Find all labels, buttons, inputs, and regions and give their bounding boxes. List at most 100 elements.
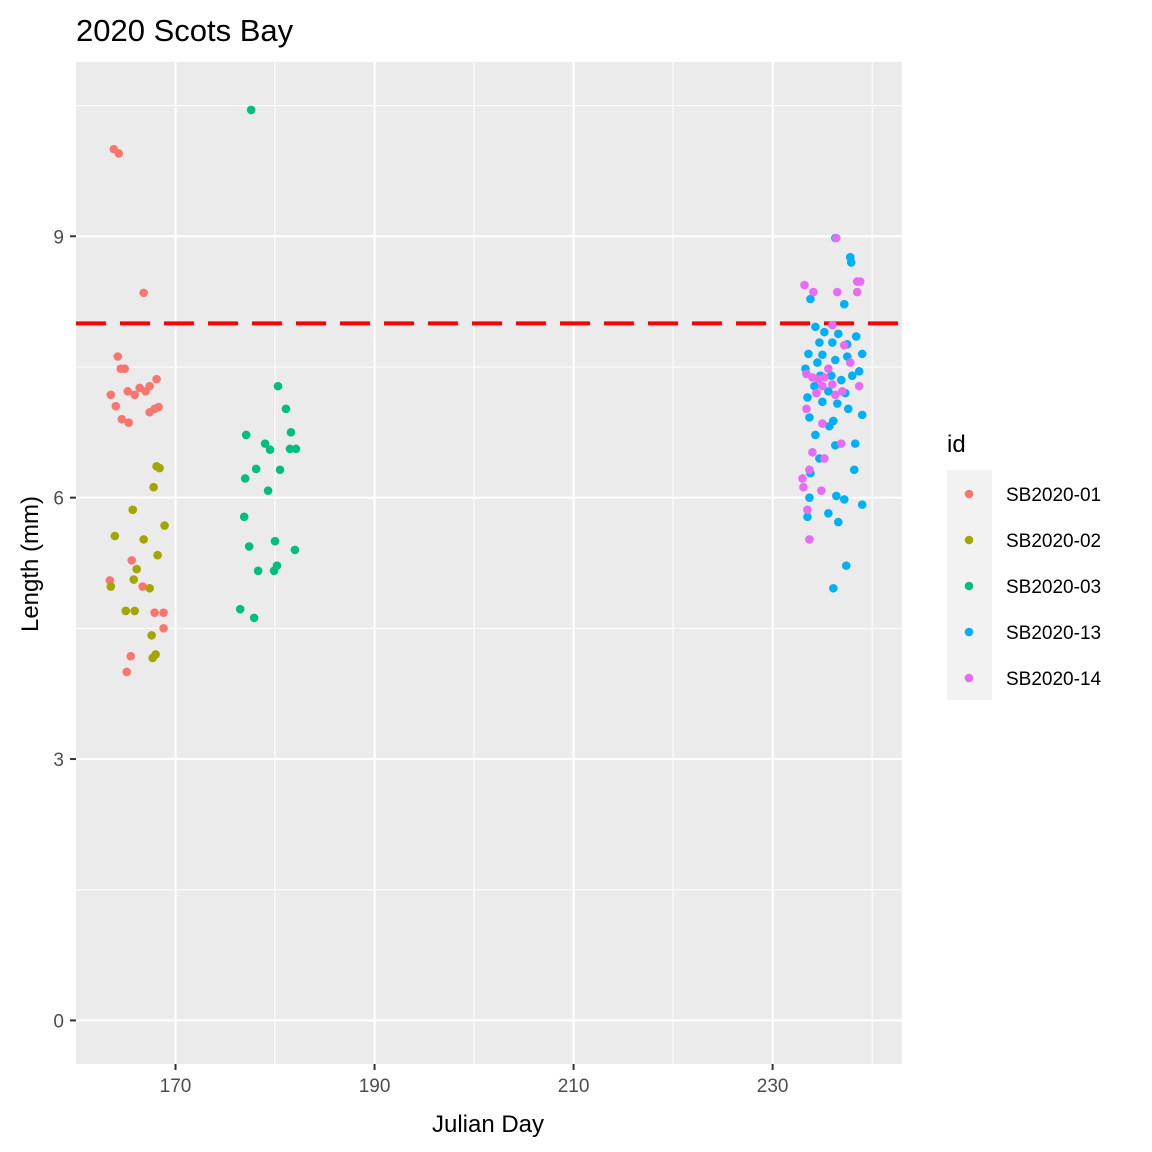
data-point <box>805 535 814 544</box>
data-point <box>813 358 822 367</box>
legend-key <box>964 489 974 499</box>
data-point <box>285 444 295 454</box>
data-point <box>804 349 813 359</box>
data-point <box>275 465 285 475</box>
data-point <box>820 373 829 382</box>
data-point <box>154 402 163 412</box>
data-point <box>145 381 154 391</box>
x-tick-label: 230 <box>757 1076 789 1097</box>
data-point <box>147 631 156 640</box>
legend-label: SB2020-13 <box>1006 623 1101 644</box>
data-point <box>153 550 162 560</box>
data-point <box>817 486 826 495</box>
data-point <box>239 512 249 522</box>
data-point <box>857 500 867 509</box>
data-point <box>129 575 139 584</box>
data-point <box>831 390 840 400</box>
data-point <box>138 582 147 591</box>
data-point <box>854 367 864 376</box>
legend-key <box>964 673 974 683</box>
data-point <box>110 531 120 541</box>
data-point <box>837 387 847 396</box>
data-point <box>836 439 846 448</box>
data-point <box>818 381 827 391</box>
legend-label: SB2020-01 <box>1006 485 1101 506</box>
data-point <box>828 338 837 347</box>
major-gridlines <box>76 62 902 1064</box>
data-point <box>124 418 134 428</box>
data-point <box>828 380 837 389</box>
data-point <box>843 404 853 414</box>
data-point <box>808 448 817 457</box>
data-point <box>841 561 851 570</box>
data-point <box>834 517 843 527</box>
data-point <box>857 349 867 359</box>
data-point <box>803 512 812 522</box>
data-point <box>246 105 256 115</box>
data-point <box>149 482 158 492</box>
data-point <box>130 606 140 616</box>
data-point <box>114 149 124 158</box>
data-point <box>854 381 864 391</box>
data-point <box>155 463 164 473</box>
data-point <box>839 340 849 350</box>
legend-title: id <box>947 431 966 458</box>
data-point <box>290 545 300 555</box>
data-point <box>820 327 829 337</box>
data-point <box>818 350 827 360</box>
legend-label: SB2020-03 <box>1006 577 1101 598</box>
data-point <box>829 583 838 593</box>
data-point <box>122 667 132 677</box>
data-point <box>152 374 161 384</box>
data-point <box>851 332 861 341</box>
data-point <box>249 613 259 623</box>
data-point <box>810 381 819 391</box>
data-point <box>827 371 836 380</box>
y-tick-label: 3 <box>53 750 64 771</box>
x-axis: 170 190 210 230 <box>160 1064 789 1097</box>
data-point <box>824 364 833 373</box>
data-point <box>121 606 131 616</box>
data-point <box>811 322 820 332</box>
data-point <box>805 413 814 422</box>
legend-key <box>964 581 974 591</box>
data-point <box>253 566 263 576</box>
data-point <box>244 542 254 551</box>
data-point <box>824 387 833 396</box>
data-point <box>811 430 820 440</box>
legend-key <box>964 627 974 637</box>
data-point <box>150 608 159 617</box>
data-point <box>270 536 280 546</box>
data-point <box>126 651 136 661</box>
data-point <box>240 474 250 483</box>
data-point <box>833 287 842 297</box>
data-point <box>834 329 843 339</box>
data-point <box>805 493 814 502</box>
data-point <box>139 535 148 544</box>
data-point <box>847 371 857 380</box>
data-point <box>159 608 168 617</box>
data-point <box>832 491 841 501</box>
data-point <box>825 421 834 431</box>
x-tick-label: 170 <box>160 1076 192 1097</box>
data-point <box>281 404 291 414</box>
data-point <box>106 582 116 591</box>
legend-items: SB2020-01 SB2020-02 SB2020-03 SB2020-13 SB20… <box>964 485 1102 690</box>
data-point <box>798 474 807 483</box>
y-axis: 0 3 6 9 <box>53 227 76 1032</box>
data-point <box>127 556 137 565</box>
data-point <box>820 454 829 463</box>
data-point <box>831 355 840 365</box>
y-tick-label: 0 <box>53 1011 64 1032</box>
data-point <box>815 338 824 347</box>
y-axis-title: Length (mm) <box>17 496 44 632</box>
data-point <box>130 390 140 400</box>
data-point <box>818 419 827 428</box>
legend-label: SB2020-02 <box>1006 531 1101 552</box>
data-point <box>113 352 123 361</box>
data-point <box>145 583 154 593</box>
plot-panel <box>76 62 902 1064</box>
data-point <box>805 465 814 475</box>
legend-label: SB2020-14 <box>1006 669 1102 690</box>
